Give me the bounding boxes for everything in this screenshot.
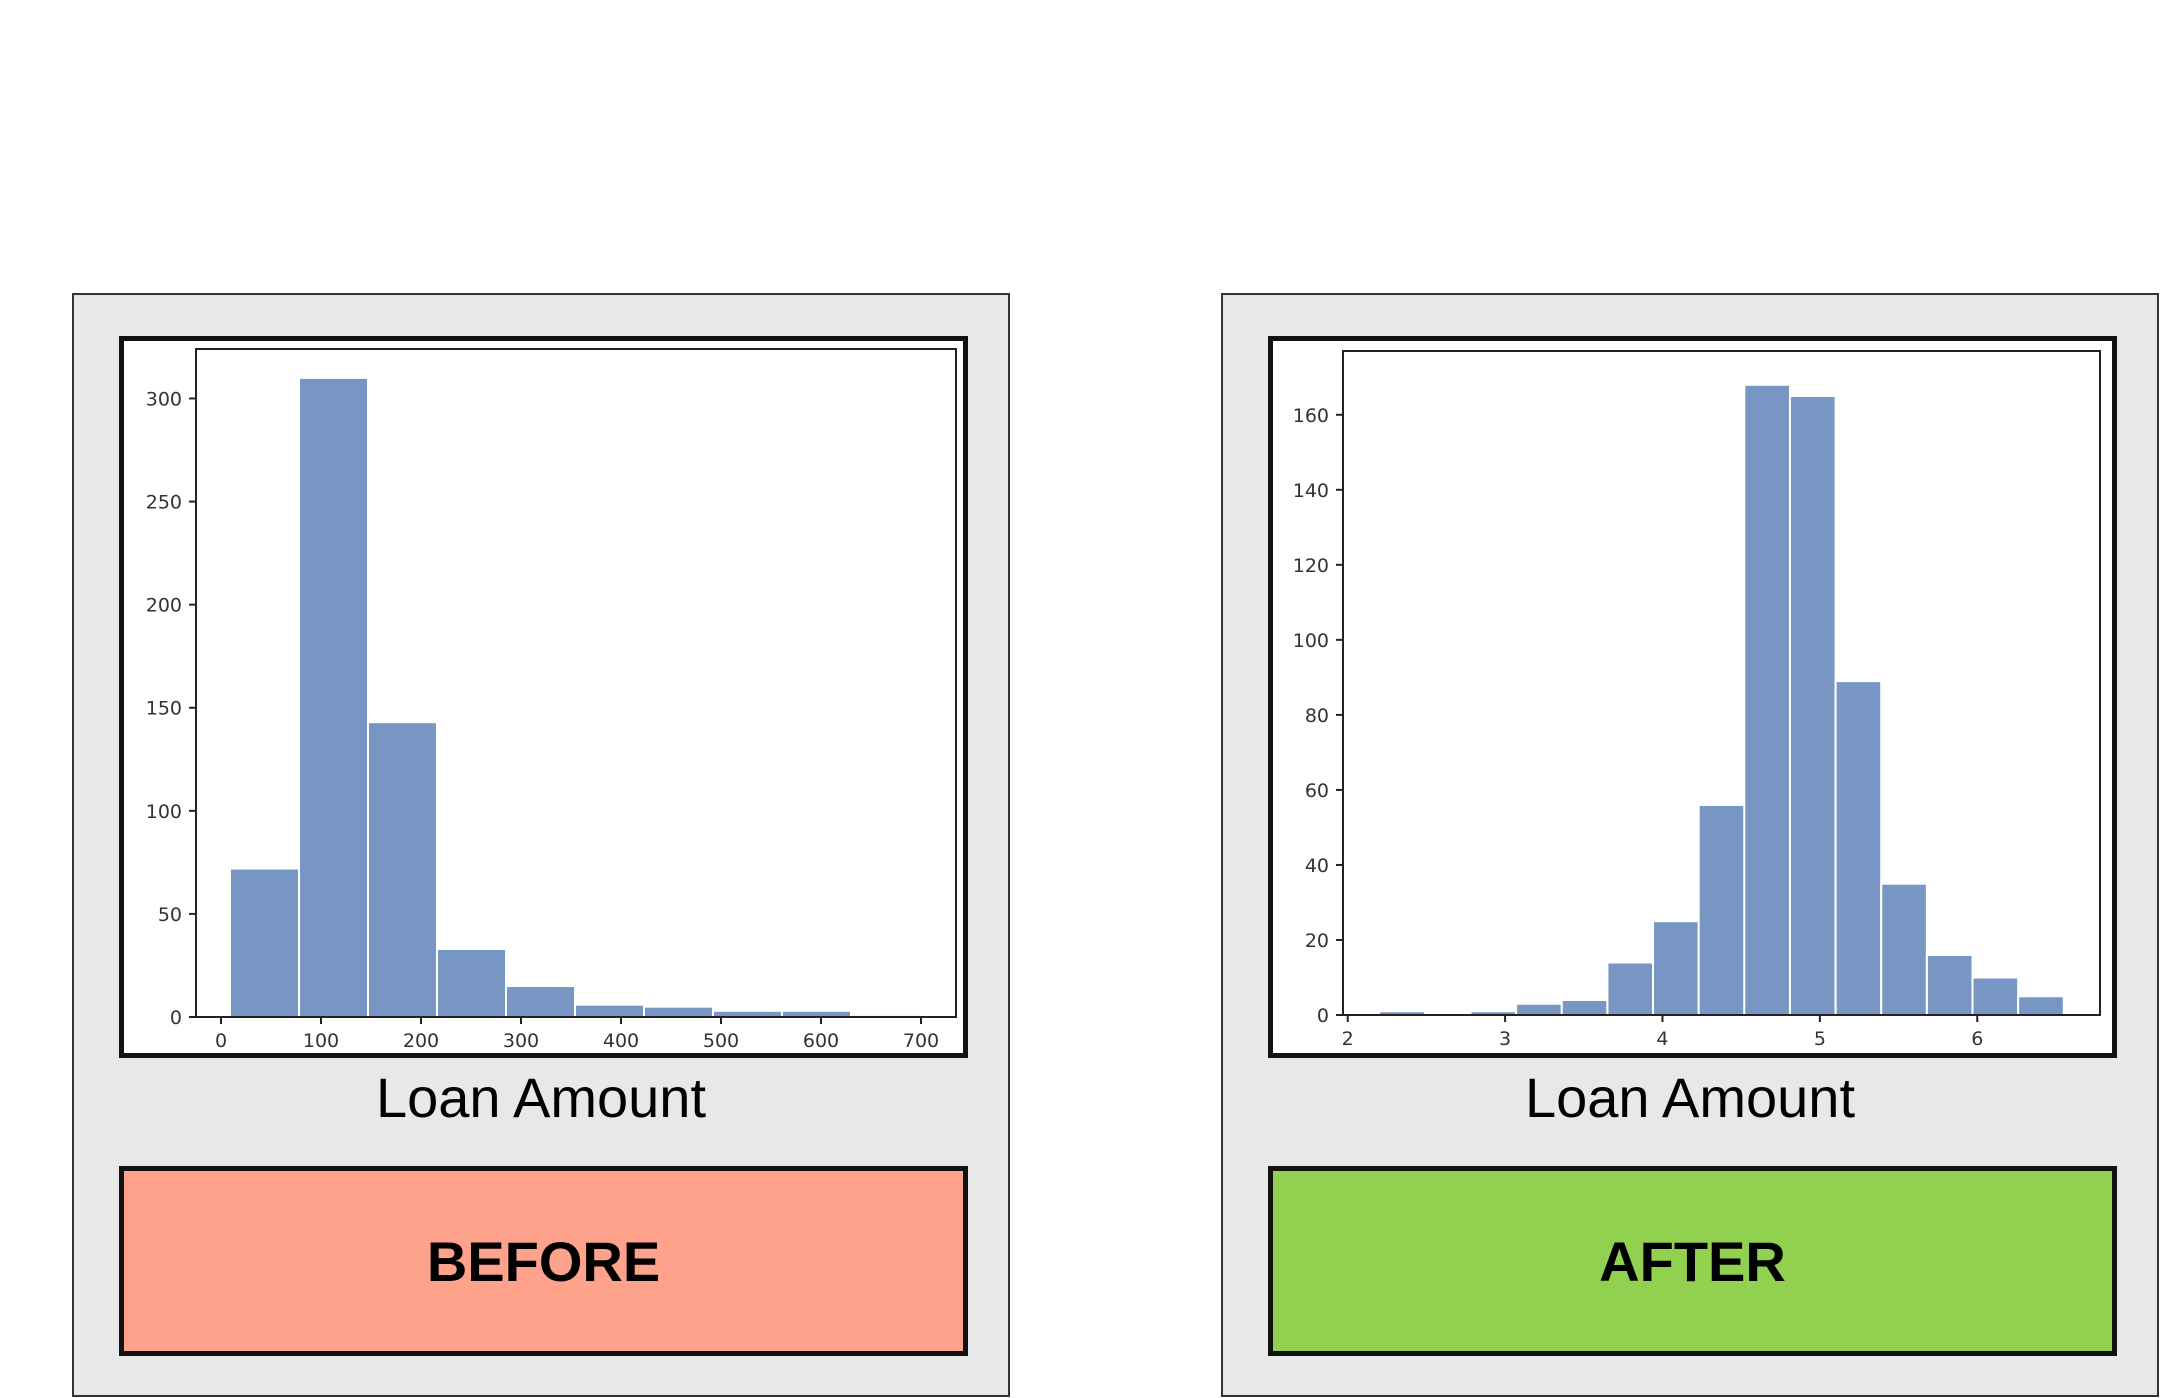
x-tick-label: 300 — [503, 1030, 539, 1052]
x-tick-label: 6 — [1971, 1028, 1983, 1050]
after-label-box: AFTER — [1268, 1166, 2117, 1356]
x-tick-label: 100 — [303, 1030, 339, 1052]
histogram-bar — [1652, 920, 1700, 1016]
x-tick-label: 0 — [215, 1030, 227, 1052]
before-label-box: BEFORE — [119, 1166, 968, 1356]
x-tick-label: 5 — [1814, 1028, 1826, 1050]
histogram-bar — [1606, 961, 1655, 1016]
x-tick-label: 700 — [903, 1030, 939, 1052]
y-tick-label: 300 — [146, 388, 182, 410]
y-tick-label: 250 — [146, 492, 182, 514]
y-tick-label: 20 — [1305, 930, 1329, 952]
y-tick-label: 140 — [1293, 480, 1329, 502]
histogram-bar — [436, 947, 507, 1018]
histogram-bar — [1925, 953, 1974, 1017]
x-tick-label: 3 — [1499, 1028, 1511, 1050]
before-chart-frame: 0 100 200 300 400 500 600 700 0 50 100 150 200 250 300 — [119, 336, 968, 1058]
histogram-bar — [298, 376, 369, 1018]
histogram-bar — [1515, 1002, 1563, 1017]
after-chart-caption: Loan Amount — [1524, 1066, 1856, 1129]
x-tick-label: 200 — [403, 1030, 439, 1052]
before-histogram: 0 100 200 300 400 500 600 700 0 50 100 150 200 250 300 — [146, 348, 957, 1052]
histogram-bar — [1743, 383, 1791, 1017]
histogram-bar — [229, 867, 300, 1018]
y-tick-label: 120 — [1293, 555, 1329, 577]
before-chart-caption: Loan Amount — [375, 1066, 707, 1129]
histogram-bar — [367, 721, 438, 1018]
x-tick-label: 400 — [603, 1030, 639, 1052]
x-tick-label: 2 — [1342, 1028, 1354, 1050]
histogram-bar — [643, 1005, 714, 1018]
y-tick-label: 0 — [170, 1007, 182, 1029]
y-tick-label: 50 — [158, 904, 182, 926]
histogram-bar — [2017, 995, 2065, 1016]
histogram-bar — [505, 985, 576, 1019]
x-tick-label: 500 — [703, 1030, 739, 1052]
y-tick-label: 160 — [1293, 405, 1329, 427]
histogram-bar — [1834, 680, 1883, 1016]
y-tick-label: 80 — [1305, 705, 1329, 727]
histogram-bar — [574, 1003, 645, 1019]
y-tick-label: 0 — [1317, 1005, 1329, 1027]
histogram-bar — [1697, 803, 1746, 1016]
axes-frame — [195, 348, 957, 1018]
before-panel: 0 100 200 300 400 500 600 700 0 50 100 150 200 250 300… — [72, 293, 1010, 1397]
axes-frame — [1342, 350, 2101, 1016]
histogram-bar — [1880, 882, 1928, 1016]
x-tick-label: 4 — [1656, 1028, 1668, 1050]
x-tick-label: 600 — [803, 1030, 839, 1052]
histogram-bar — [1971, 976, 2020, 1017]
y-tick-label: 150 — [146, 698, 182, 720]
after-chart-frame: 2 3 4 5 6 0 20 40 60 80 100 120 140 160 — [1268, 336, 2117, 1058]
y-tick-label: 60 — [1305, 780, 1329, 802]
histogram-bar — [1560, 998, 1609, 1016]
histogram-bar — [1788, 395, 1837, 1016]
y-tick-label: 100 — [146, 801, 182, 823]
y-tick-label: 200 — [146, 595, 182, 617]
after-panel: 2 3 4 5 6 0 20 40 60 80 100 120 140 160 Loan Amount A… — [1221, 293, 2159, 1397]
y-tick-label: 40 — [1305, 855, 1329, 877]
y-tick-label: 100 — [1293, 630, 1329, 652]
